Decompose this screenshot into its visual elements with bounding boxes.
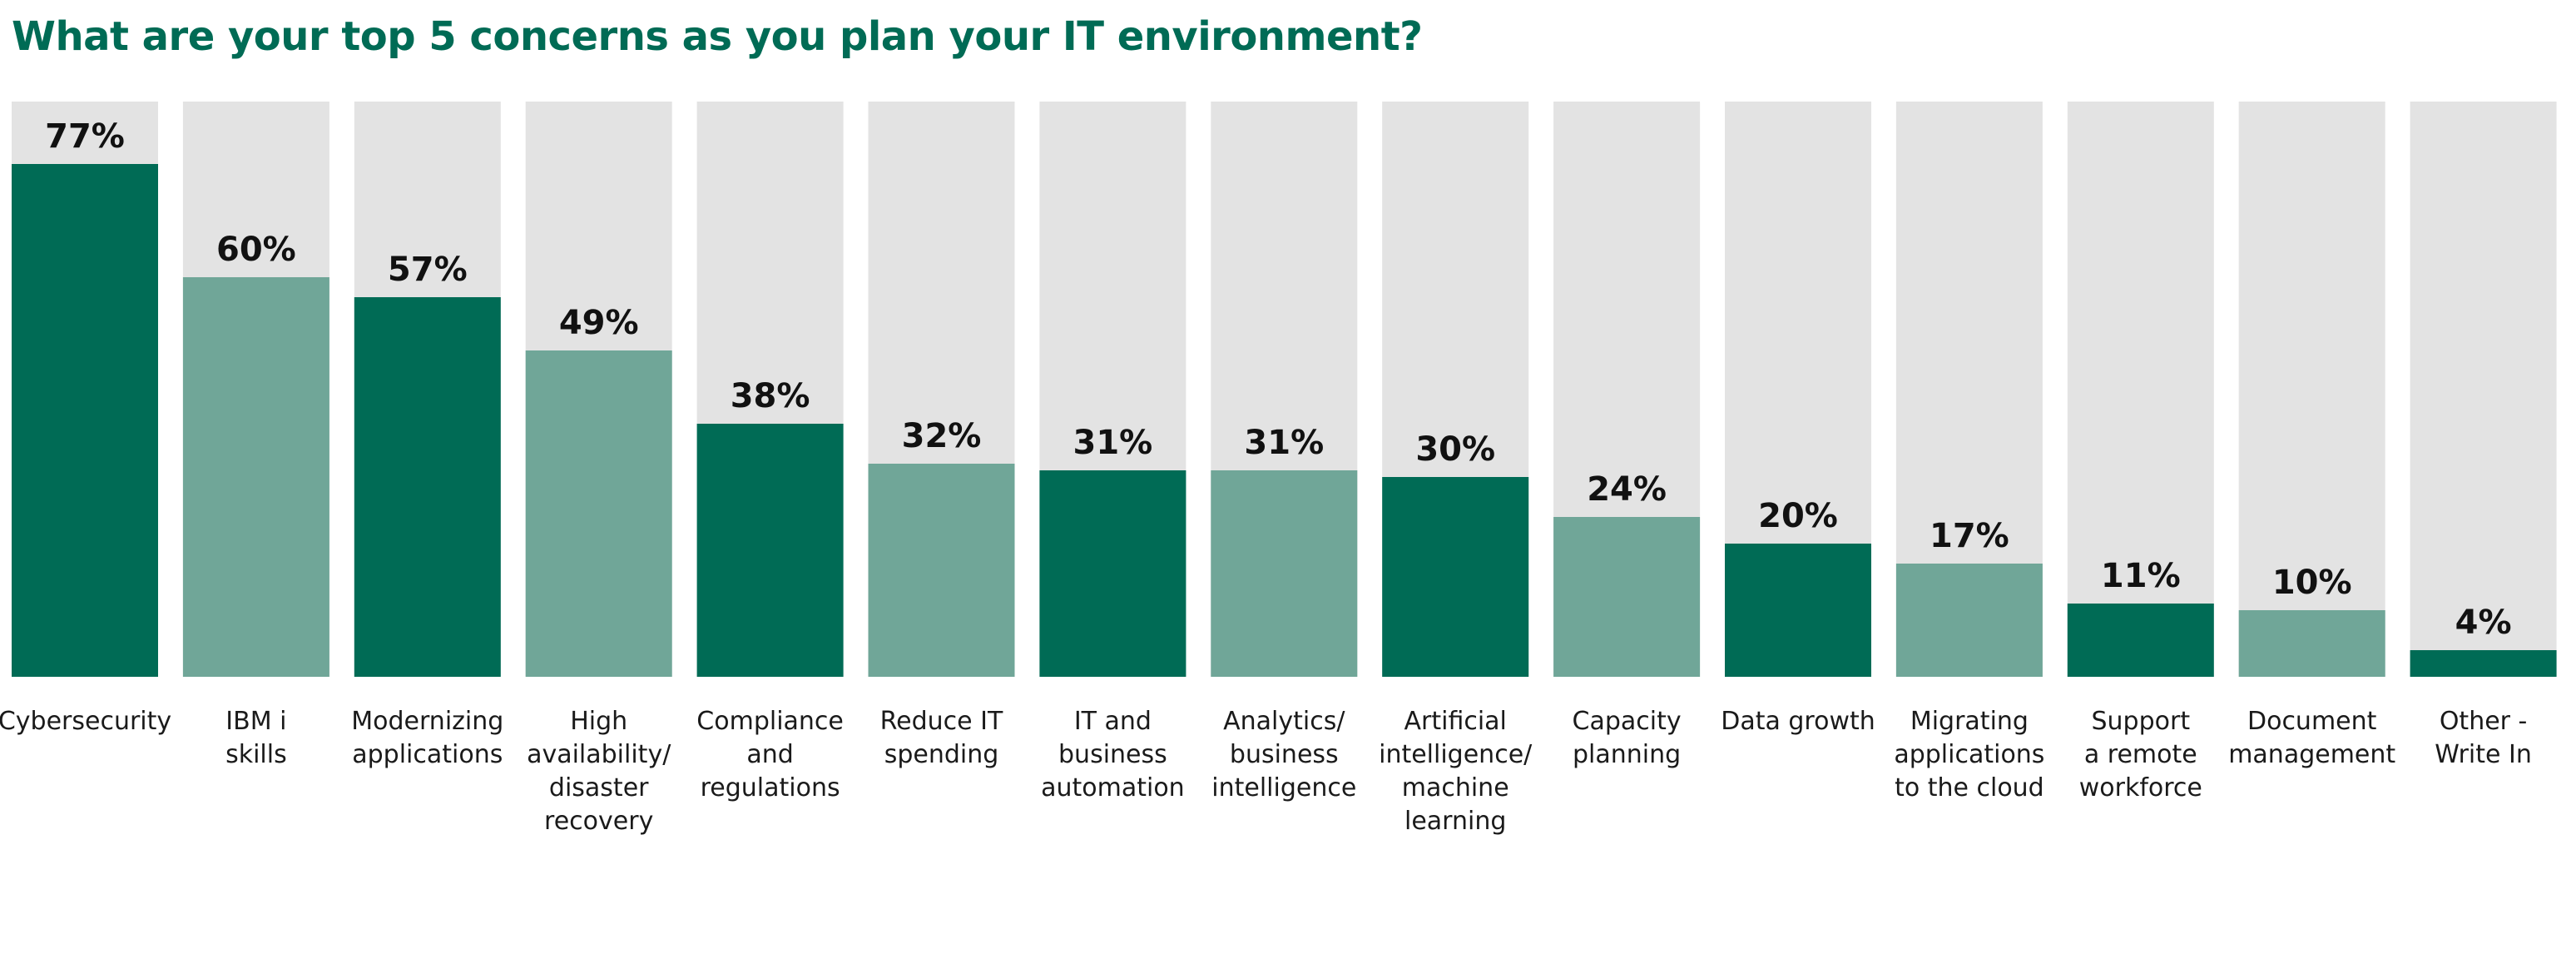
category-label-line: Modernizing — [351, 707, 503, 736]
category-label-line: skills — [225, 740, 287, 769]
category-label-line: Write In — [2435, 740, 2532, 769]
bar — [12, 164, 158, 677]
category-label-line: IBM i — [225, 707, 286, 736]
category-label-line: disaster — [549, 773, 649, 802]
category-label: Compliance and regulations — [696, 707, 844, 802]
category-label: IBM i skills — [225, 707, 287, 769]
bar-value-label: 24% — [1587, 470, 1667, 509]
bar — [868, 464, 1015, 677]
bar — [1382, 477, 1529, 677]
category-label-line: Reduce IT — [880, 707, 1003, 736]
bar — [2238, 610, 2385, 677]
bar-value-label: 77% — [45, 117, 125, 156]
category-label-line: Migrating — [1910, 707, 2029, 736]
category-label: Data growth — [1721, 707, 1875, 736]
bar-value-label: 31% — [1244, 424, 1324, 462]
category-label-line: learning — [1404, 807, 1506, 836]
category-label-line: business — [1058, 740, 1167, 769]
bar — [354, 297, 501, 677]
bar-value-label: 60% — [216, 231, 296, 269]
category-label: IT and business automation — [1041, 707, 1185, 802]
bar-value-label: 38% — [731, 377, 810, 415]
category-label: Modernizing applications — [351, 707, 503, 769]
category-label: Analytics/business intelligence — [1211, 707, 1356, 802]
category-label-line: spending — [884, 740, 999, 769]
category-label-line: machine — [1402, 773, 1509, 802]
category-label-line: regulations — [701, 773, 840, 802]
category-label-line: applications — [352, 740, 503, 769]
category-label-line: workforce — [2079, 773, 2202, 802]
bar — [1039, 470, 1186, 677]
category-label-line: Other - — [2440, 707, 2528, 736]
category-label: Other - Write In — [2435, 707, 2532, 769]
bar — [1211, 470, 1358, 677]
bar — [2067, 604, 2214, 677]
bar — [1725, 544, 1871, 677]
category-label-line: intelligence — [1211, 773, 1356, 802]
category-label-line: Support — [2092, 707, 2191, 736]
category-label-line: Document — [2247, 707, 2377, 736]
category-label: High availability/disaster recovery — [527, 707, 671, 836]
category-label-line: recovery — [544, 807, 653, 836]
category-label-line: applications — [1894, 740, 2044, 769]
bar-track — [2238, 102, 2385, 677]
bar-value-label: 11% — [2101, 557, 2181, 595]
bar-value-label: 32% — [902, 417, 982, 455]
category-label-line: management — [2228, 740, 2395, 769]
bar-track — [2067, 102, 2214, 677]
category-label-line: Compliance — [696, 707, 844, 736]
category-label: Cybersecurity — [0, 707, 171, 736]
category-label-line: intelligence/ — [1379, 740, 1533, 769]
bar — [1553, 517, 1701, 677]
category-label: Artificial intelligence/machine learning — [1379, 707, 1533, 836]
bar-value-label: 49% — [559, 304, 639, 342]
category-label-line: automation — [1041, 773, 1185, 802]
category-label-line: a remote — [2084, 740, 2197, 769]
category-label: Migrating applications to the cloud — [1894, 707, 2044, 802]
category-label-line: planning — [1573, 740, 1681, 769]
category-label-line: Analytics/ — [1223, 707, 1345, 736]
category-label: Reduce IT spending — [880, 707, 1003, 769]
bar-value-label: 17% — [1930, 517, 2009, 555]
chart-title: What are your top 5 concerns as you plan… — [12, 13, 1423, 60]
bar — [525, 350, 672, 677]
category-label-line: High — [570, 707, 627, 736]
category-label: Document management — [2228, 707, 2395, 769]
category-label: Support a remote workforce — [2079, 707, 2202, 802]
bar-track — [2410, 102, 2557, 677]
bar-value-label: 57% — [388, 251, 468, 289]
bar — [1895, 564, 2043, 677]
category-label-line: Artificial — [1404, 707, 1506, 736]
bar-value-label: 30% — [1415, 430, 1495, 469]
bar — [182, 277, 329, 677]
category-label-line: availability/ — [527, 740, 671, 769]
category-label-line: Capacity — [1573, 707, 1682, 736]
category-label-line: IT and — [1074, 707, 1152, 736]
category-label-line: to the cloud — [1895, 773, 2044, 802]
category-label-line: Data growth — [1721, 707, 1875, 736]
bar — [696, 424, 844, 677]
bar-value-label: 10% — [2272, 564, 2352, 602]
bar-value-label: 4% — [2455, 604, 2512, 642]
category-label-line: business — [1230, 740, 1339, 769]
bar — [2410, 650, 2557, 677]
category-label-line: Cybersecurity — [0, 707, 171, 736]
bar-value-label: 31% — [1073, 424, 1153, 462]
category-label-line: and — [746, 740, 793, 769]
category-label: Capacity planning — [1573, 707, 1682, 769]
bar-value-label: 20% — [1758, 497, 1838, 535]
